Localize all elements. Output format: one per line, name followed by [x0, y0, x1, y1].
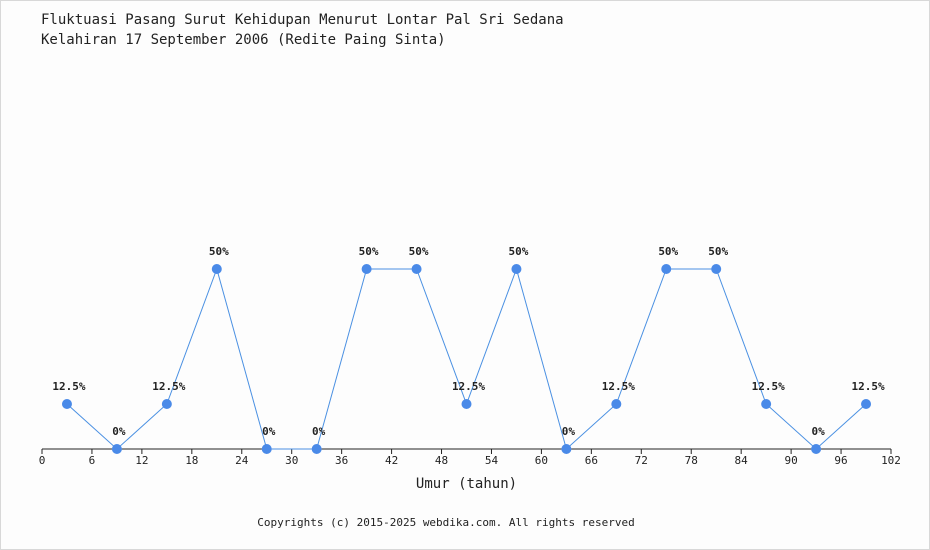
- data-label: 12.5%: [602, 380, 635, 393]
- data-labels: 12.5% 0% 12.5% 50% 0% 0% 50% 50% 12.5% 50% 0% 12.5%…: [52, 245, 885, 438]
- chart-subtitle: Kelahiran 17 September 2006 (Redite Pain…: [41, 32, 446, 48]
- copyright-footer: Copyrights (c) 2015-2025 webdika.com. Al…: [257, 516, 635, 529]
- series-line: [66, 267, 867, 450]
- x-tick-label: 12: [135, 454, 148, 467]
- x-tick-label: 42: [385, 454, 398, 467]
- data-point: [211, 264, 222, 274]
- data-label: 0%: [312, 425, 326, 438]
- data-point: [861, 399, 872, 409]
- data-point: [61, 399, 72, 409]
- data-label: 12.5%: [52, 380, 85, 393]
- data-label: 50%: [509, 245, 529, 258]
- x-tick-label: 66: [585, 454, 598, 467]
- data-label: 0%: [811, 425, 825, 438]
- data-point: [411, 264, 422, 274]
- data-point: [661, 264, 672, 274]
- data-label: 12.5%: [752, 380, 785, 393]
- data-label: 0%: [262, 425, 276, 438]
- data-point: [461, 399, 472, 409]
- data-point: [761, 399, 772, 409]
- x-tick-label: 24: [235, 454, 249, 467]
- data-point: [561, 444, 572, 454]
- data-label: 50%: [409, 245, 429, 258]
- data-label: 50%: [658, 245, 678, 258]
- data-point: [611, 399, 622, 409]
- data-point: [361, 264, 372, 274]
- data-label: 0%: [562, 425, 576, 438]
- x-tick-label: 6: [89, 454, 96, 467]
- x-tick-label: 72: [635, 454, 648, 467]
- x-tick-label: 18: [185, 454, 198, 467]
- chart-title-block: Fluktuasi Pasang Surut Kehidupan Menurut…: [41, 10, 564, 50]
- data-point: [511, 264, 522, 274]
- data-label: 12.5%: [152, 380, 185, 393]
- x-axis-title: Umur (tahun): [416, 476, 517, 492]
- data-point: [811, 444, 822, 454]
- data-label: 50%: [359, 245, 379, 258]
- data-label: 50%: [209, 245, 229, 258]
- data-label: 50%: [708, 245, 728, 258]
- x-tick-label: 36: [335, 454, 348, 467]
- data-point: [161, 399, 172, 409]
- x-tick-label: 90: [784, 454, 797, 467]
- x-tick-label: 102: [881, 454, 901, 467]
- data-point: [711, 264, 722, 274]
- x-axis-ticks: 0 6 12 18 24 30 36 42 48 54 60 66 72 78 84 90 96 102: [39, 449, 901, 467]
- x-tick-label: 84: [735, 454, 749, 467]
- data-point: [261, 444, 272, 454]
- x-tick-label: 48: [435, 454, 448, 467]
- chart-title: Fluktuasi Pasang Surut Kehidupan Menurut…: [41, 12, 564, 28]
- data-label: 0%: [112, 425, 126, 438]
- x-tick-label: 0: [39, 454, 46, 467]
- x-tick-label: 54: [485, 454, 499, 467]
- data-label: 12.5%: [851, 380, 884, 393]
- x-tick-label: 96: [834, 454, 847, 467]
- data-point: [311, 444, 322, 454]
- data-point: [111, 444, 122, 454]
- x-tick-label: 60: [535, 454, 548, 467]
- data-label: 12.5%: [452, 380, 485, 393]
- data-points: [61, 264, 872, 454]
- x-tick-label: 78: [685, 454, 698, 467]
- x-tick-label: 30: [285, 454, 298, 467]
